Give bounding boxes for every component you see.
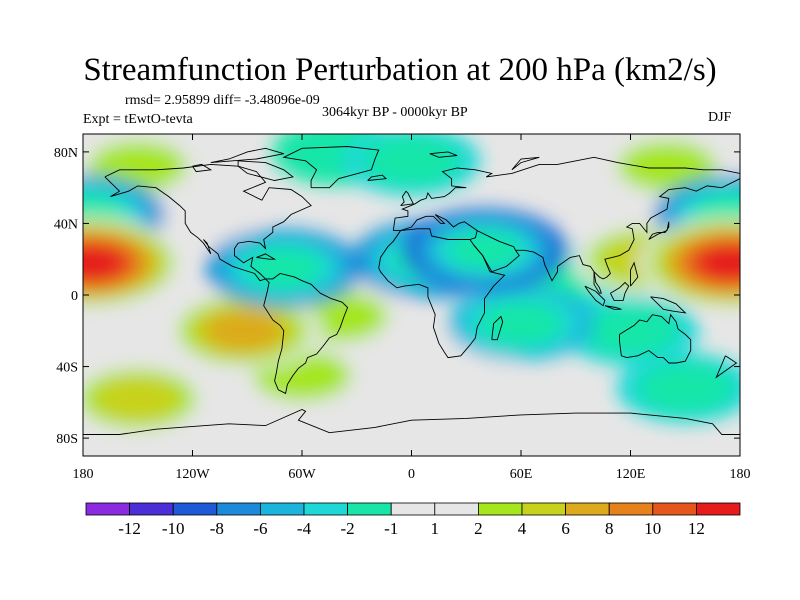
colorbar-box [434,502,479,516]
coastline [619,313,692,364]
anomaly-contour [581,305,680,356]
colorbar-box [216,502,261,516]
lon-tick-label: 60E [510,467,533,482]
coastline [715,355,738,379]
colorbar-label: 10 [644,519,661,538]
anomaly-contour [83,297,186,365]
colorbar-label: -10 [162,519,185,538]
coastline [511,156,540,171]
lat-tick-label: 40S [56,361,78,376]
lon-tick-label: 120W [175,467,210,482]
coastline [473,230,520,273]
colorbar-box [477,502,523,516]
lon-axis: 180 120W 60W 0 60E 120E 180 [73,134,751,482]
coastline [648,221,670,240]
lon-tick-label: 180 [730,467,751,482]
colorbar-box [172,502,218,516]
anomaly-blobs [83,134,740,436]
anomaly-field [83,134,740,456]
colorbar-label: -6 [253,519,267,538]
coastline [604,305,622,310]
colorbar-box [347,502,392,516]
coastline [282,146,380,189]
lon-tick-label: 0 [408,467,415,482]
coastline [393,214,478,240]
colorbar-box [565,502,610,516]
anomaly-contour [446,230,523,270]
coastline [392,156,740,231]
colorbar-box [390,502,436,516]
anomaly-contour [477,301,565,346]
map-title: Streamfunction Perturbation at 200 hPa (… [83,52,717,88]
colorbar-label: 2 [474,519,483,538]
colorbar-box [608,502,654,516]
coastline [515,178,740,282]
anomaly-contour [243,247,324,289]
coastline [378,228,506,359]
lat-tick-label: 80S [56,432,78,447]
coastline [104,163,312,282]
coastline [609,281,630,301]
colorbar: -12 -10 -8 -6 -4 -2 -1 1 2 4 6 8 10 12 [85,502,741,538]
colorbar-box [652,502,697,516]
coastline [650,296,687,314]
period-label: 3064kyr BP - 0000kyr BP [322,105,468,120]
coastline [491,315,504,341]
anomaly-contour [94,376,181,422]
colorbar-label: -1 [384,519,398,538]
colorbar-label: -4 [297,519,312,538]
colorbar-box [696,502,741,516]
anomaly-contour [636,362,735,414]
coastline [630,261,639,287]
coastline [256,253,277,260]
coastline [400,190,414,207]
lon-tick-label: 180 [73,467,94,482]
coastline [593,271,602,294]
coastline [584,285,606,307]
anomaly-contour [617,141,717,192]
anomaly-contour [695,244,740,282]
coastlines [83,146,740,435]
colorbar-label: 6 [561,519,570,538]
colorbar-box [303,502,348,516]
lat-tick-label: 0 [71,289,78,304]
colorbar-label: -2 [341,519,355,538]
lat-tick-label: 40N [54,217,78,232]
colorbar-label: 4 [518,519,527,538]
lon-tick-label: 120E [616,467,646,482]
season-label: DJF [708,110,732,125]
colorbar-label: 12 [688,519,705,538]
colorbar-box [521,502,566,516]
coastline [429,151,458,158]
colorbar-label: -8 [210,519,224,538]
coastline [237,160,294,181]
colorbar-label: -12 [118,519,141,538]
experiment-label: Expt = tEwtO-tevta [83,112,193,127]
lon-tick-label: 60W [288,467,316,482]
colorbar-label: 1 [431,519,440,538]
colorbar-label: 8 [605,519,614,538]
lat-axis: 80N 40N 0 40S 80S [54,146,740,447]
anomaly-contour [83,244,126,282]
coastline [210,147,284,164]
colorbar-box [259,502,305,516]
lat-tick-label: 80N [54,146,78,161]
colorbar-box [129,502,174,516]
coastline [192,163,213,173]
coastline [83,409,740,435]
stats-text: rmsd= 2.95899 diff= -3.48096e-09 [125,93,320,108]
coastline [367,174,388,181]
coastline [263,273,349,395]
anomaly-contour [362,135,461,186]
colorbar-box [85,502,130,516]
anomaly-contour [203,310,284,352]
